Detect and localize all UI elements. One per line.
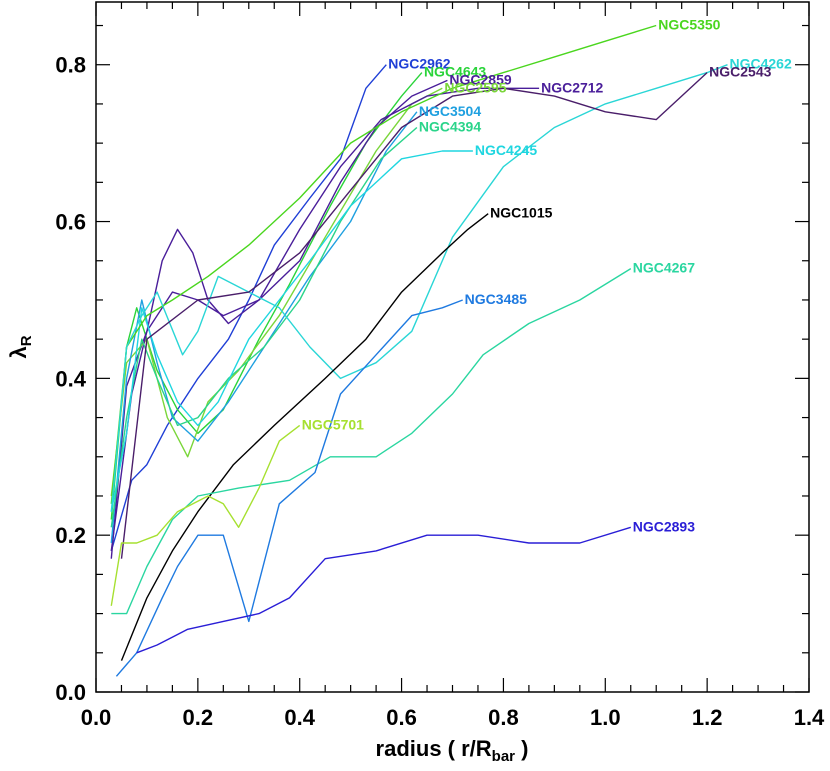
- tick-labels: 0.0 0.2 0.4 0.6 0.8 1.0 1.2 1.4 0.0 0.2 0.4 0.6 0.8: [55, 53, 825, 730]
- axis-ticks: [95, 2, 810, 693]
- x-tick-label: 1.2: [692, 705, 723, 730]
- x-axis-label-sub: bar: [492, 748, 516, 765]
- series-label-ngc5701: NGC5701: [302, 416, 364, 432]
- y-axis-label-sub: R: [18, 335, 35, 346]
- x-tick-label: 0.8: [488, 705, 519, 730]
- series-line-ngc4643: [110, 72, 423, 520]
- series-label-ngc4643: NGC4643: [424, 64, 486, 80]
- x-tick-label: 1.4: [794, 705, 825, 730]
- series-line-ngc1015: [120, 213, 489, 661]
- x-tick-label: 0.6: [386, 705, 417, 730]
- x-tick-label: 0.0: [81, 705, 112, 730]
- x-axis-label: radius ( r/Rbar ): [376, 736, 529, 765]
- series-label-ngc2893: NGC2893: [633, 518, 695, 534]
- series-label-ngc3504: NGC3504: [419, 103, 481, 119]
- y-tick-label: 0.2: [55, 523, 86, 548]
- series-label-ngc4245: NGC4245: [475, 142, 537, 158]
- series-line-ngc2712: [110, 87, 540, 551]
- series-line-ngc2962: [110, 64, 387, 552]
- series-line-ngc4262: [110, 64, 728, 512]
- series-lines: [110, 24, 728, 677]
- series-label-ngc4394: NGC4394: [419, 118, 481, 134]
- series-line-ngc2893: [136, 526, 632, 654]
- series-label-ngc1015: NGC1015: [490, 205, 552, 221]
- y-tick-label: 0.0: [55, 680, 86, 705]
- y-tick-label: 0.6: [55, 210, 86, 235]
- series-line-ngc3504: [110, 111, 418, 544]
- x-tick-label: 0.4: [284, 705, 315, 730]
- y-axis-label: λR: [6, 335, 35, 358]
- x-tick-label: 0.2: [183, 705, 214, 730]
- series-label-ngc2962: NGC2962: [388, 56, 450, 72]
- x-axis-label-end: ): [515, 736, 528, 761]
- y-tick-label: 0.4: [55, 366, 86, 391]
- x-axis-label-main: radius ( r/R: [376, 736, 492, 761]
- series-label-ngc2543: NGC2543: [709, 64, 771, 80]
- series-label-ngc3485: NGC3485: [465, 291, 527, 307]
- series-label-ngc2595: NGC2595: [444, 79, 506, 95]
- x-tick-label: 1.0: [590, 705, 621, 730]
- y-tick-label: 0.8: [55, 53, 86, 78]
- series-line-ngc5350: [110, 24, 657, 504]
- series-line-ngc4267: [111, 268, 632, 615]
- series-label-ngc2712: NGC2712: [541, 79, 603, 95]
- series-label-ngc4267: NGC4267: [633, 260, 695, 276]
- series-line-ngc3485: [115, 299, 463, 677]
- series-line-ngc4245: [110, 150, 473, 512]
- series-line-ngc2543: [120, 72, 708, 559]
- series-label-ngc2859: NGC2859: [449, 71, 511, 87]
- series-line-ngc5701: [110, 424, 301, 606]
- series-label-ngc5350: NGC5350: [658, 17, 720, 33]
- series-label-ngc4262: NGC4262: [730, 56, 792, 72]
- y-axis-label-main: λ: [6, 346, 31, 358]
- series-line-ngc2859: [110, 79, 448, 559]
